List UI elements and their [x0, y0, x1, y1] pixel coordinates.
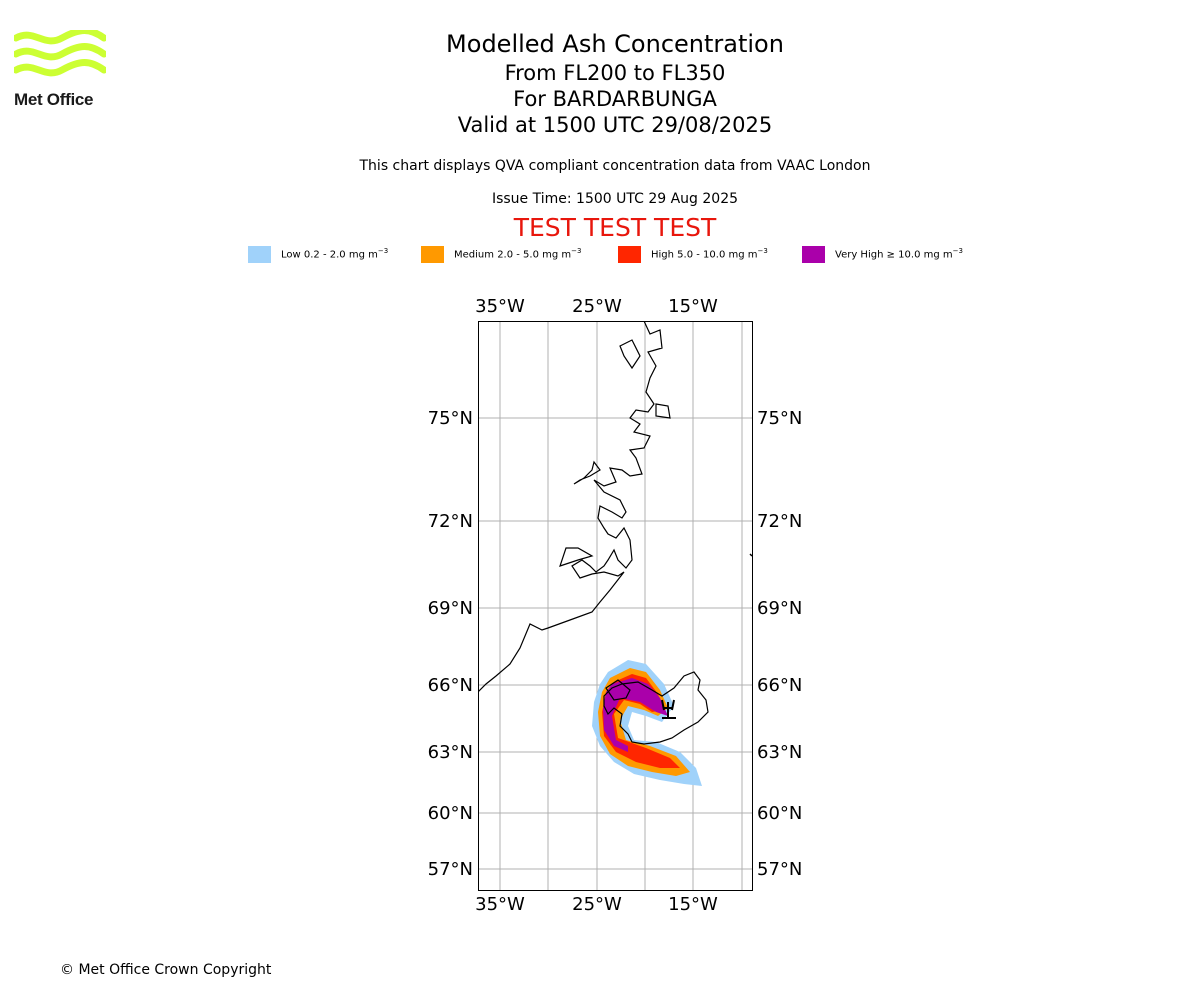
legend-label-very-high: Very High ≥ 10.0 mg m−3 [835, 247, 963, 261]
legend-swatch-high [618, 245, 641, 263]
chart-titles: Modelled Ash Concentration From FL200 to… [0, 28, 1200, 138]
met-office-waves-icon [14, 30, 106, 77]
lat-tick-left: 60°N [428, 803, 473, 824]
lat-tick-left: 66°N [428, 675, 473, 696]
legend-item-low: Low 0.2 - 2.0 mg m−3 [248, 244, 388, 264]
legend-swatch-medium [421, 245, 444, 263]
greenland-fjords [559, 339, 671, 567]
volcano-marker-icon [661, 699, 676, 719]
faroe-dot [749, 553, 752, 557]
legend-label-high: High 5.0 - 10.0 mg m−3 [651, 247, 768, 261]
legend-item-high: High 5.0 - 10.0 mg m−3 [618, 244, 768, 264]
legend-label-medium: Medium 2.0 - 5.0 mg m−3 [454, 247, 582, 261]
lat-tick-left: 57°N [428, 859, 473, 880]
copyright-notice: © Met Office Crown Copyright [60, 962, 272, 978]
lon-tick-top: 15°W [668, 296, 718, 317]
lat-tick-right: 66°N [757, 675, 802, 696]
lat-tick-right: 75°N [757, 408, 802, 429]
lon-tick-bottom: 25°W [572, 894, 622, 915]
volcano-name: For BARDARBUNGA [513, 87, 717, 111]
issue-time: Issue Time: 1500 UTC 29 Aug 2025 [491, 191, 739, 207]
lat-tick-left: 63°N [428, 742, 473, 763]
chart-description: This chart displays QVA compliant concen… [359, 158, 871, 174]
legend: Low 0.2 - 2.0 mg m−3 Medium 2.0 - 5.0 mg… [0, 244, 1200, 264]
lat-tick-left: 72°N [428, 511, 473, 532]
lat-tick-right: 69°N [757, 598, 802, 619]
lat-tick-left: 75°N [428, 408, 473, 429]
greenland-coastline [478, 321, 663, 693]
lon-tick-top: 35°W [475, 296, 525, 317]
ash-contour-very-high [603, 678, 668, 752]
lat-tick-left: 69°N [428, 598, 473, 619]
page-title: Modelled Ash Concentration [446, 30, 784, 58]
lat-tick-right: 63°N [757, 742, 802, 763]
legend-swatch-low [248, 245, 271, 263]
iceland-peninsula [605, 679, 631, 701]
legend-label-low: Low 0.2 - 2.0 mg m−3 [281, 247, 389, 261]
lat-tick-right: 72°N [757, 511, 802, 532]
lon-tick-bottom: 15°W [668, 894, 718, 915]
lon-tick-bottom: 35°W [475, 894, 525, 915]
lon-tick-top: 25°W [572, 296, 622, 317]
lat-tick-right: 57°N [757, 859, 802, 880]
map-gridlines [478, 321, 752, 890]
legend-item-medium: Medium 2.0 - 5.0 mg m−3 [421, 244, 581, 264]
legend-item-very-high: Very High ≥ 10.0 mg m−3 [802, 244, 963, 264]
iceland-coastline [603, 671, 709, 745]
legend-swatch-very-high [802, 245, 825, 263]
lat-tick-right: 60°N [757, 803, 802, 824]
valid-time: Valid at 1500 UTC 29/08/2025 [457, 113, 773, 137]
test-banner: TEST TEST TEST [513, 213, 717, 242]
flight-levels: From FL200 to FL350 [504, 61, 726, 85]
map-frame [478, 321, 753, 891]
met-office-logo: Met Office [14, 30, 106, 112]
logo-text: Met Office [14, 90, 94, 109]
